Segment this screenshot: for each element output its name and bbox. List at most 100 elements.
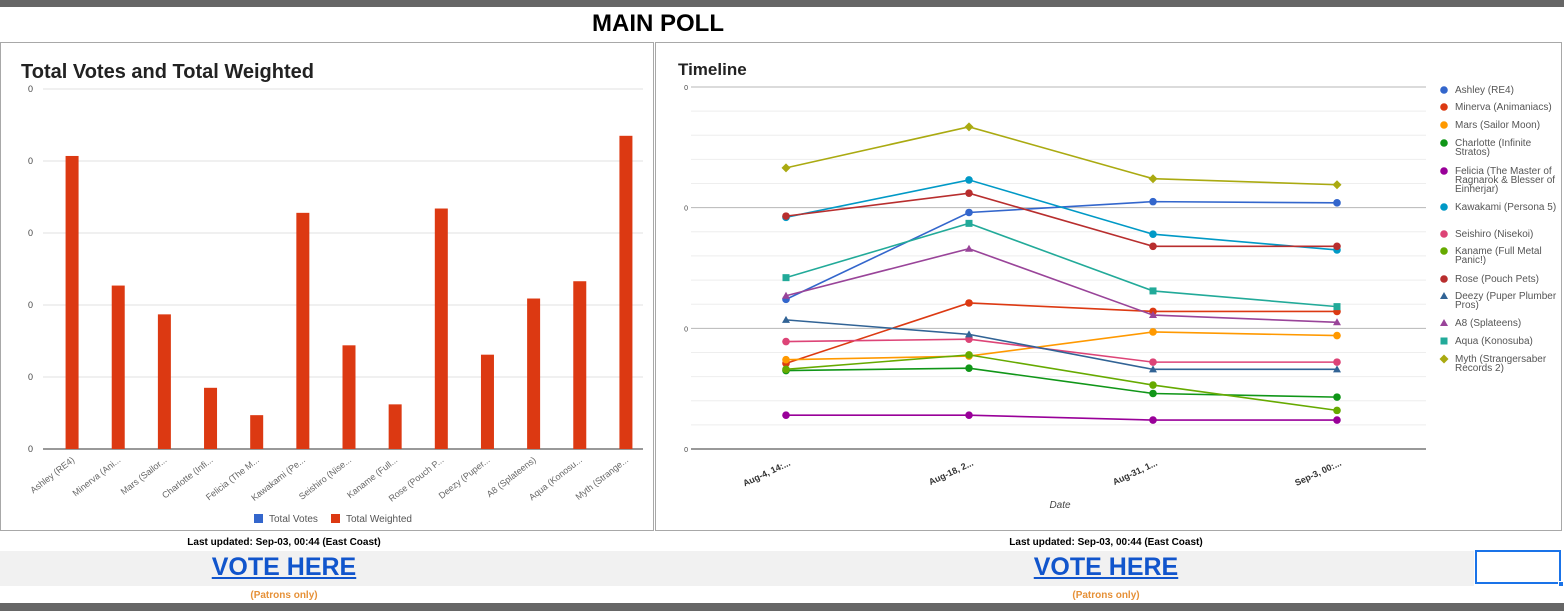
series-point: [965, 411, 973, 420]
series-point: [1333, 199, 1341, 207]
legend-marker: [1440, 86, 1448, 94]
series-point: [1333, 358, 1341, 366]
series-point: [1333, 242, 1341, 251]
series-point: [1333, 416, 1341, 424]
series-point: [782, 291, 790, 299]
series-line: [785, 319, 1337, 371]
bar-total-weighted: [296, 212, 310, 449]
x-tick-label: Deezy (Puper...: [437, 455, 492, 501]
last-updated-right: Last updated: Sep-03, 00:44 (East Coast): [1009, 537, 1203, 548]
legend-marker: [1440, 319, 1448, 326]
series-point: [965, 208, 973, 217]
y-tick-label: 0: [28, 84, 33, 94]
timeline-chart-panel[interactable]: Timeline 0 0 0 0 Aug-4, 14:... Aug-18, 2... Aug…: [655, 42, 1562, 531]
y-tick-label: 0: [28, 444, 33, 454]
bar-total-weighted: [342, 345, 356, 449]
legend-marker: [1440, 167, 1448, 175]
bar-total-weighted: [65, 155, 79, 449]
legend-marker: [1440, 275, 1448, 283]
series-point: [782, 411, 790, 420]
series-point: [1149, 242, 1157, 251]
series-line: [785, 125, 1338, 186]
series-point: [965, 244, 973, 252]
x-tick-label: Sep-3, 00:...: [1293, 458, 1343, 488]
legend-label: Ashley (RE4): [1455, 85, 1514, 96]
y-tick-label: 0: [28, 228, 33, 238]
legend-marker: [1440, 139, 1448, 147]
x-tick-label: Aug-4, 14:...: [741, 458, 791, 489]
series-point: [1333, 406, 1341, 415]
series-line: [785, 331, 1338, 361]
top-border: [0, 0, 1564, 7]
y-tick-label: 0: [684, 206, 688, 213]
series-point: [965, 176, 973, 184]
legend-marker: [1439, 354, 1449, 364]
legend-label: Total Weighted: [346, 514, 412, 525]
series-line: [785, 179, 1338, 251]
patrons-only-note-left: (Patrons only): [250, 590, 318, 601]
series-point: [782, 337, 790, 346]
timeline-chart: Timeline 0 0 0 0 Aug-4, 14:... Aug-18, 2... Aug…: [678, 60, 1557, 511]
series-point: [1332, 180, 1342, 190]
legend-marker: [1440, 203, 1448, 211]
legend-marker: [1440, 247, 1448, 255]
selection-fill-handle[interactable]: [1558, 581, 1564, 587]
legend-label: Myth (Strangersaber Records 2): [1455, 354, 1547, 374]
series-point: [1333, 365, 1341, 373]
legend-label: Kaname (Full Metal Panic!): [1455, 246, 1542, 266]
page-title: MAIN POLL: [592, 10, 724, 37]
x-tick-label: Aug-31, 1...: [1111, 458, 1159, 487]
bar-total-weighted: [619, 135, 633, 450]
vote-here-link-left[interactable]: VOTE HERE: [211, 553, 357, 581]
x-axis-title: Date: [1049, 500, 1071, 511]
series-point: [1148, 174, 1158, 184]
legend-label: Mars (Sailor Moon): [1455, 120, 1540, 131]
bottom-border: [0, 603, 1564, 611]
series-point: [1149, 389, 1157, 398]
series-point: [1149, 197, 1157, 206]
legend-label: Minerva (Animaniacs): [1455, 102, 1552, 113]
bar-chart: Total Votes and Total Weighted000000Ashl…: [21, 61, 643, 525]
series-point: [1333, 331, 1341, 340]
bar-total-weighted: [157, 314, 171, 449]
series-point: [965, 364, 973, 372]
legend-label: Charlotte (Infinite Stratos): [1455, 138, 1532, 158]
series-point: [1149, 416, 1157, 424]
y-tick-label: 0: [28, 156, 33, 166]
legend-marker: [1440, 292, 1448, 299]
legend-label: Aqua (Konosuba): [1455, 336, 1533, 347]
bar-total-weighted: [204, 387, 218, 449]
legend-label: Deezy (Puper Plumber Pros): [1455, 291, 1557, 311]
legend-label: Rose (Pouch Pets): [1455, 274, 1539, 285]
series-point: [1149, 230, 1157, 239]
legend-swatch: [331, 514, 340, 523]
bar-total-weighted: [480, 354, 494, 449]
x-tick-label: Mars (Sailor...: [119, 455, 169, 497]
x-tick-label: Minerva (Ani...: [71, 455, 123, 499]
legend-marker: [1440, 230, 1448, 238]
bar-total-weighted: [434, 208, 448, 449]
selected-cell[interactable]: [1475, 550, 1561, 584]
legend-label: Kawakami (Persona 5): [1455, 202, 1556, 213]
chart-title: Total Votes and Total Weighted: [21, 61, 314, 83]
y-tick-label: 0: [684, 326, 688, 333]
legend-marker: [1440, 337, 1448, 345]
series-point: [1149, 311, 1157, 319]
series-point: [965, 351, 973, 359]
bar-total-weighted: [573, 281, 587, 449]
series-point: [781, 163, 791, 173]
series-point: [1149, 287, 1157, 295]
y-tick-label: 0: [684, 447, 688, 454]
x-tick-label: Aug-18, 2...: [927, 458, 975, 487]
chart-title: Timeline: [678, 60, 747, 79]
vote-here-link-right[interactable]: VOTE HERE: [1033, 553, 1179, 581]
vote-row-background: [0, 551, 1474, 586]
series-line: [785, 354, 1338, 412]
legend-label: Seishiro (Nisekoi): [1455, 229, 1533, 240]
legend-label: A8 (Splateens): [1455, 318, 1521, 329]
legend-marker: [1440, 103, 1448, 111]
bar-chart-panel[interactable]: Total Votes and Total Weighted 0 0 0 0 0 0 Ashl…: [0, 42, 654, 531]
y-tick-label: 0: [28, 300, 33, 310]
series-line: [785, 222, 1338, 308]
series-line: [786, 414, 1337, 421]
